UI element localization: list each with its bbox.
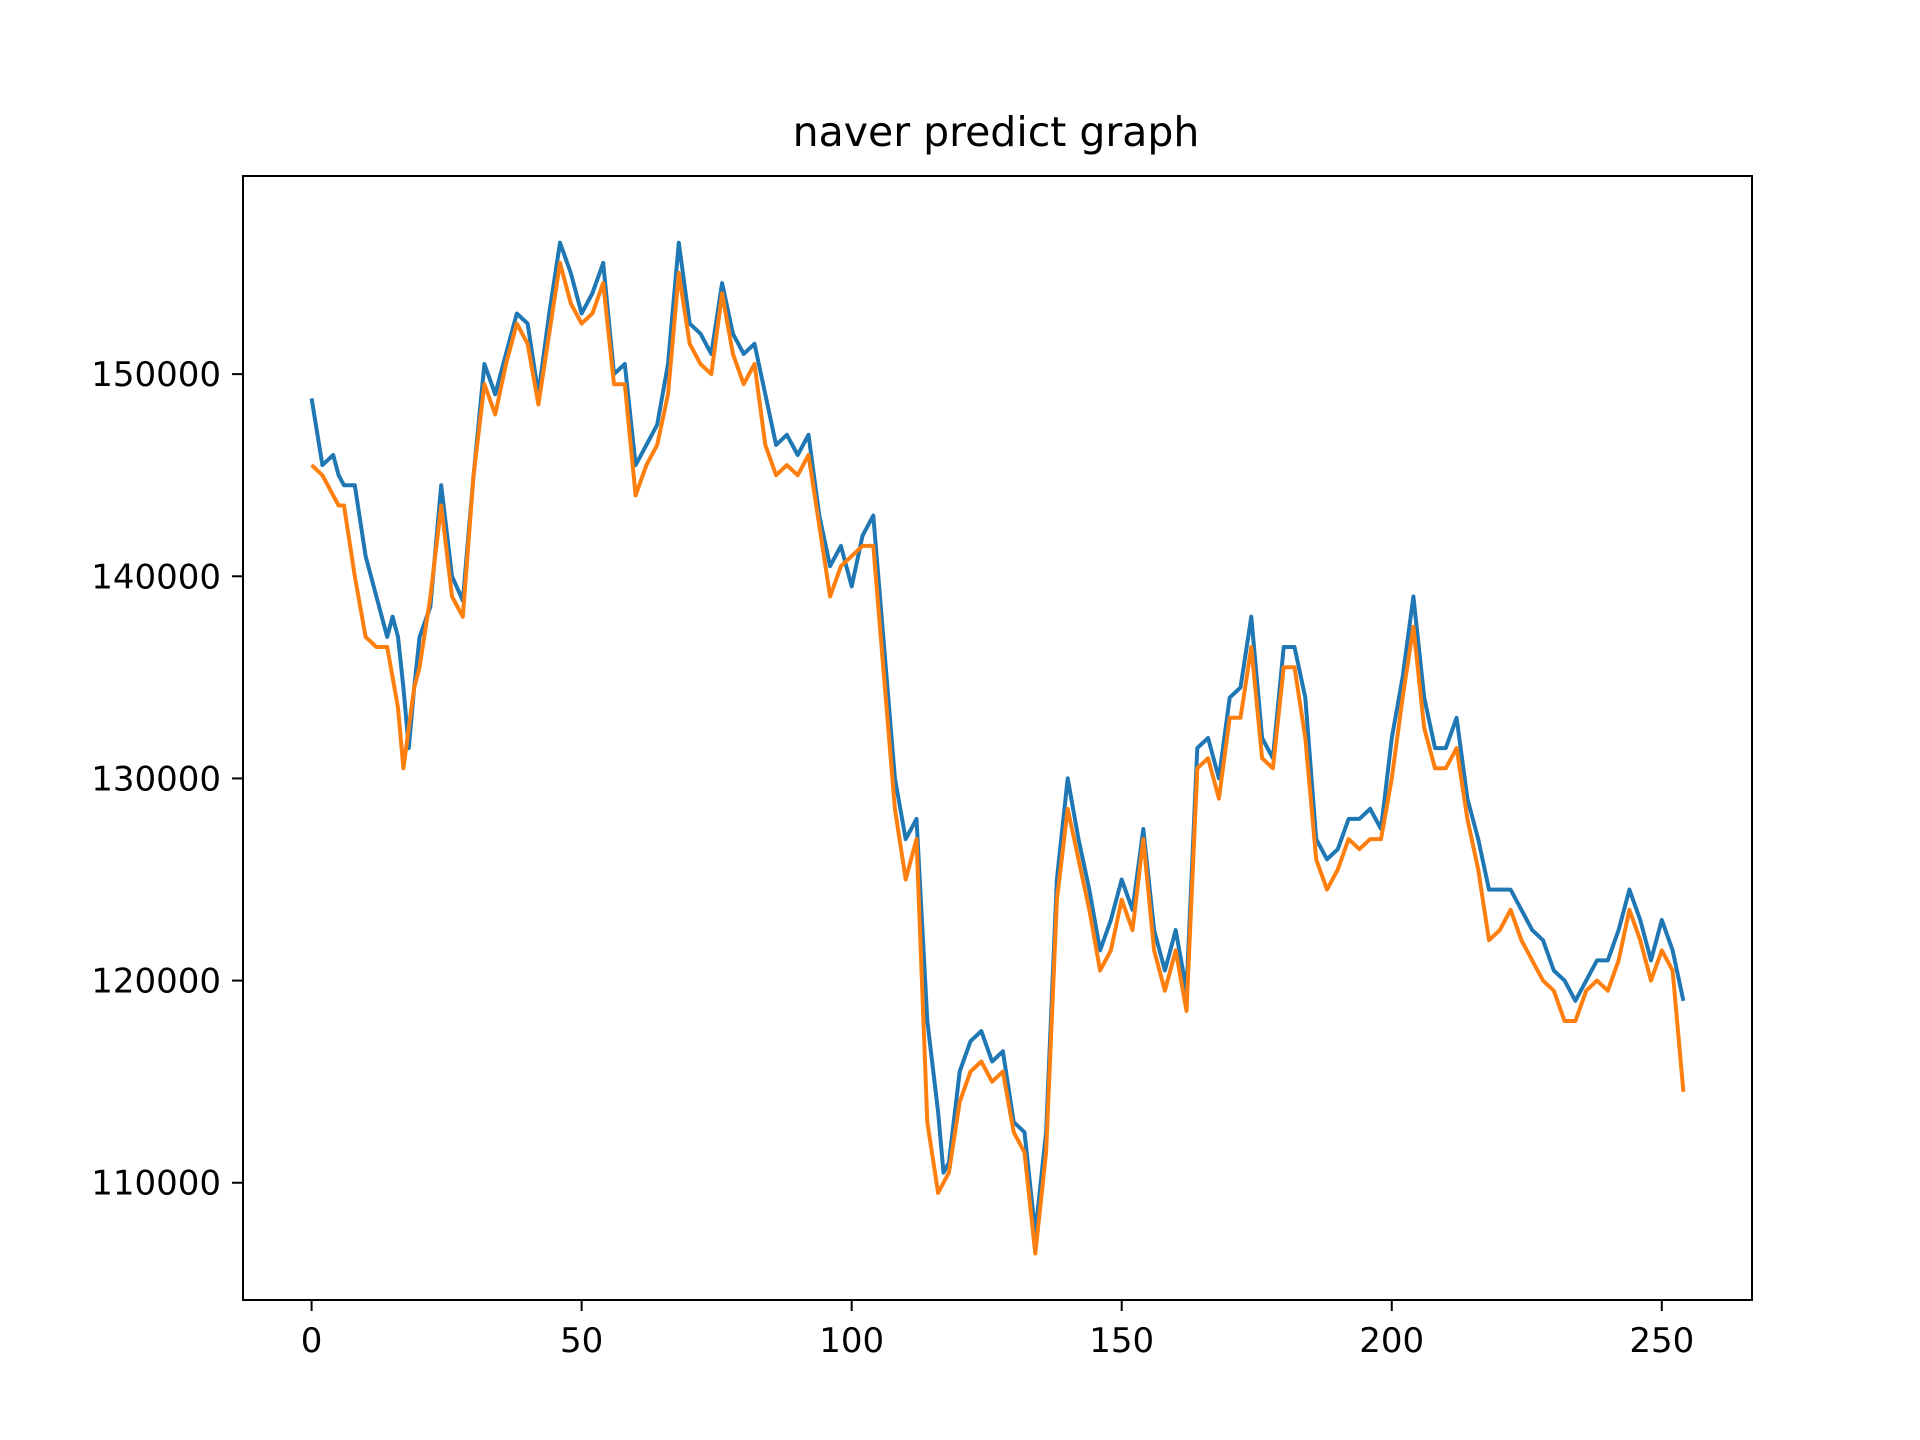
x-tick-label: 50 xyxy=(560,1321,603,1361)
plot-lines xyxy=(309,240,1686,1256)
series-line-2 xyxy=(310,260,1686,1256)
series-line-1 xyxy=(309,240,1686,1236)
x-tick-label: 0 xyxy=(301,1321,323,1361)
y-tick-label: 110000 xyxy=(91,1164,221,1204)
plot-frame xyxy=(242,175,1753,1301)
y-tick-label: 130000 xyxy=(91,759,221,799)
y-tick-label: 140000 xyxy=(91,557,221,597)
y-axis: 110000 120000 130000 140000 150000 xyxy=(91,355,243,1204)
x-tick-label: 150 xyxy=(1089,1321,1154,1361)
chart-title: naver predict graph xyxy=(793,108,1200,156)
x-axis: 0 50 100 150 200 250 xyxy=(301,1300,1694,1361)
y-tick-label: 150000 xyxy=(91,355,221,395)
x-tick-label: 250 xyxy=(1629,1321,1694,1361)
x-tick-label: 100 xyxy=(819,1321,884,1361)
x-tick-label: 200 xyxy=(1359,1321,1424,1361)
y-tick-label: 120000 xyxy=(91,962,221,1002)
